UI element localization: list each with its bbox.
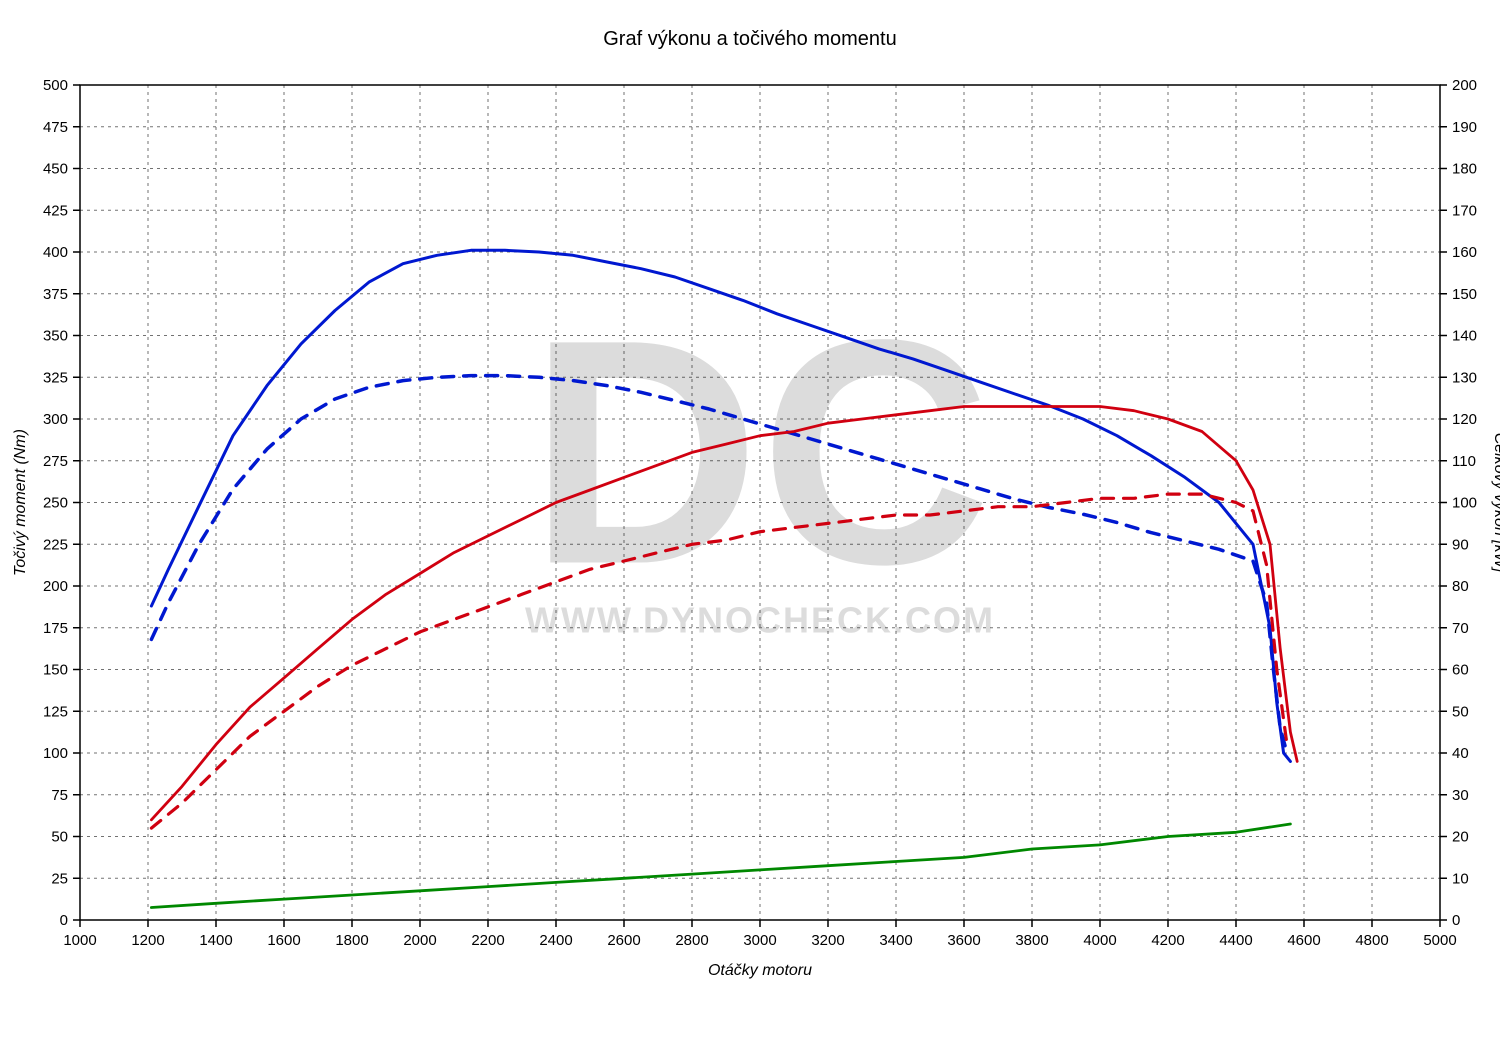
svg-text:50: 50 xyxy=(51,829,68,846)
svg-text:2400: 2400 xyxy=(539,932,572,949)
svg-text:450: 450 xyxy=(43,161,68,178)
svg-text:150: 150 xyxy=(1452,286,1477,303)
svg-text:20: 20 xyxy=(1452,829,1469,846)
svg-text:2200: 2200 xyxy=(471,932,504,949)
svg-text:2800: 2800 xyxy=(675,932,708,949)
svg-text:4400: 4400 xyxy=(1219,932,1252,949)
svg-text:110: 110 xyxy=(1452,453,1476,470)
svg-text:10: 10 xyxy=(1452,870,1469,887)
svg-text:4200: 4200 xyxy=(1151,932,1184,949)
svg-text:4000: 4000 xyxy=(1083,932,1116,949)
svg-text:150: 150 xyxy=(43,662,68,679)
svg-text:130: 130 xyxy=(1452,369,1477,386)
svg-text:200: 200 xyxy=(43,578,68,595)
svg-text:0: 0 xyxy=(1452,912,1460,929)
svg-text:475: 475 xyxy=(43,119,68,136)
svg-text:375: 375 xyxy=(43,286,68,303)
svg-text:5000: 5000 xyxy=(1423,932,1456,949)
svg-text:175: 175 xyxy=(43,620,68,637)
svg-text:2600: 2600 xyxy=(607,932,640,949)
svg-text:60: 60 xyxy=(1452,662,1469,679)
svg-text:120: 120 xyxy=(1452,411,1477,428)
svg-text:180: 180 xyxy=(1452,161,1477,178)
svg-text:200: 200 xyxy=(1452,77,1477,94)
svg-text:40: 40 xyxy=(1452,745,1469,762)
svg-text:350: 350 xyxy=(43,328,68,345)
svg-text:1400: 1400 xyxy=(199,932,232,949)
y-right-axis-label: Celkový výkon [kW] xyxy=(1491,433,1500,573)
svg-text:3400: 3400 xyxy=(879,932,912,949)
svg-text:4600: 4600 xyxy=(1287,932,1320,949)
svg-text:170: 170 xyxy=(1452,202,1477,219)
svg-text:90: 90 xyxy=(1452,536,1469,553)
svg-text:2000: 2000 xyxy=(403,932,436,949)
svg-text:100: 100 xyxy=(43,745,68,762)
svg-text:160: 160 xyxy=(1452,244,1477,261)
x-axis-label: Otáčky motoru xyxy=(708,962,812,979)
svg-text:1600: 1600 xyxy=(267,932,300,949)
svg-text:400: 400 xyxy=(43,244,68,261)
svg-text:1800: 1800 xyxy=(335,932,368,949)
svg-text:3600: 3600 xyxy=(947,932,980,949)
svg-text:250: 250 xyxy=(43,495,68,512)
svg-text:3800: 3800 xyxy=(1015,932,1048,949)
svg-text:70: 70 xyxy=(1452,620,1469,637)
svg-text:50: 50 xyxy=(1452,703,1469,720)
svg-text:1200: 1200 xyxy=(131,932,164,949)
svg-text:500: 500 xyxy=(43,77,68,94)
svg-text:30: 30 xyxy=(1452,787,1469,804)
svg-text:225: 225 xyxy=(43,536,68,553)
svg-text:4800: 4800 xyxy=(1355,932,1388,949)
svg-text:300: 300 xyxy=(43,411,68,428)
svg-text:25: 25 xyxy=(51,870,68,887)
svg-text:3200: 3200 xyxy=(811,932,844,949)
y-left-axis-label: Točivý moment (Nm) xyxy=(12,429,29,576)
svg-text:1000: 1000 xyxy=(63,932,96,949)
svg-text:275: 275 xyxy=(43,453,68,470)
svg-text:3000: 3000 xyxy=(743,932,776,949)
chart-title: Graf výkonu a točivého momentu xyxy=(603,28,896,50)
svg-text:190: 190 xyxy=(1452,119,1477,136)
svg-text:0: 0 xyxy=(60,912,68,929)
svg-text:75: 75 xyxy=(51,787,68,804)
svg-text:100: 100 xyxy=(1452,495,1477,512)
svg-text:140: 140 xyxy=(1452,328,1477,345)
chart-svg: DCWWW.DYNOCHECK.COM100012001400160018002… xyxy=(0,0,1500,1041)
svg-text:325: 325 xyxy=(43,369,68,386)
svg-text:80: 80 xyxy=(1452,578,1469,595)
svg-text:125: 125 xyxy=(43,703,68,720)
dyno-chart: DCWWW.DYNOCHECK.COM100012001400160018002… xyxy=(0,0,1500,1041)
svg-text:425: 425 xyxy=(43,202,68,219)
